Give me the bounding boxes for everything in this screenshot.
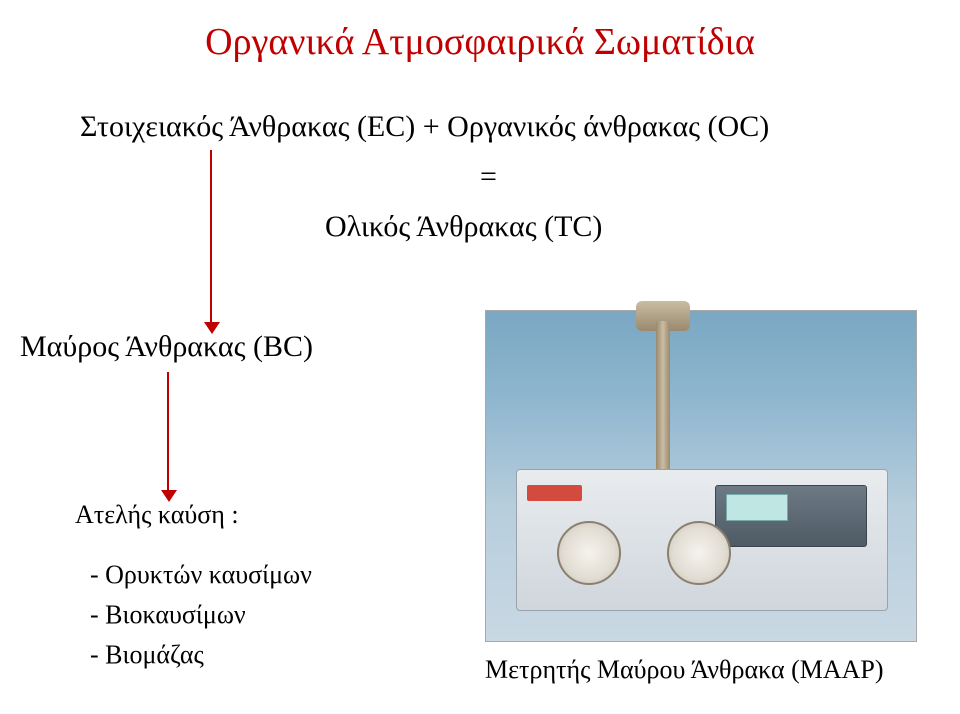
title-text: Οργανικά Ατμοσφαιρικά Σωματίδια <box>205 21 755 63</box>
combustion-item-3: - Βιομάζας <box>90 640 204 670</box>
filter-reel-left <box>557 521 621 585</box>
page-title: Οργανικά Ατμοσφαιρικά Σωματίδια <box>0 20 960 64</box>
instrument-caption: Μετρητής Μαύρου Άνθρακα (MAAP) <box>485 655 884 685</box>
formula-ec-oc: Στοιχειακός Άνθρακας (EC) + Οργανικός άν… <box>80 110 769 144</box>
combustion-heading: Ατελής καύση : <box>75 500 239 530</box>
instrument-chassis <box>516 469 888 611</box>
instrument-control-panel <box>715 485 867 547</box>
filter-reel-right <box>667 521 731 585</box>
formula-equals: = <box>480 160 497 194</box>
instrument-brand-badge <box>527 485 582 501</box>
combustion-item-1: - Ορυκτών καυσίμων <box>90 560 312 590</box>
instrument-display <box>726 494 788 521</box>
black-carbon-label: Μαύρος Άνθρακας (BC) <box>20 330 313 364</box>
formula-tc: Ολικός Άνθρακας (TC) <box>325 210 602 244</box>
combustion-item-2: - Βιοκαυσίμων <box>90 600 246 630</box>
instrument-inlet-tube <box>656 321 670 481</box>
instrument-photo <box>485 310 917 642</box>
